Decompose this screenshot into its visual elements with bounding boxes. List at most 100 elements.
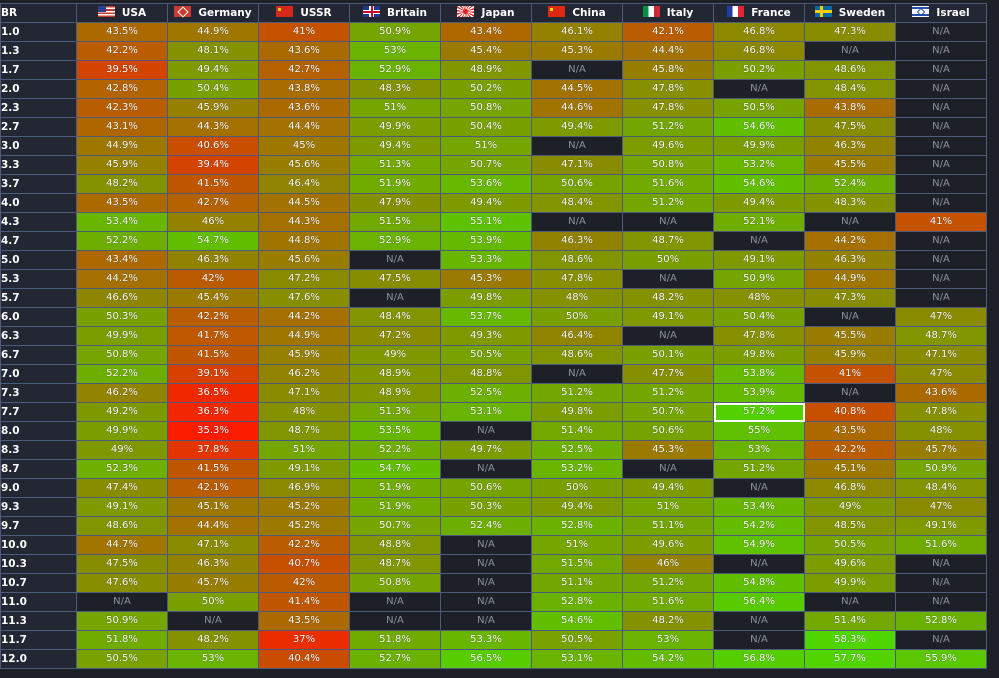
winrate-cell-china[interactable]: 51.1% <box>531 573 623 593</box>
winrate-cell-china[interactable]: N/A <box>531 136 623 156</box>
winrate-cell-britain[interactable]: 52.2% <box>349 440 441 460</box>
winrate-cell-israel[interactable]: N/A <box>895 592 987 612</box>
winrate-cell-germany[interactable]: 35.3% <box>167 421 259 441</box>
winrate-cell-ussr[interactable]: 44.2% <box>258 307 350 327</box>
nation-header-italy[interactable]: Italy <box>622 3 714 23</box>
winrate-cell-france[interactable]: 56.4% <box>713 592 805 612</box>
winrate-cell-italy[interactable]: N/A <box>622 326 714 346</box>
winrate-cell-japan[interactable]: 43.4% <box>440 22 532 42</box>
winrate-cell-sweden[interactable]: N/A <box>804 592 896 612</box>
winrate-cell-china[interactable]: 51.2% <box>531 383 623 403</box>
winrate-cell-france[interactable]: N/A <box>713 478 805 498</box>
winrate-cell-britain[interactable]: 48.8% <box>349 535 441 555</box>
winrate-cell-italy[interactable]: 51.6% <box>622 592 714 612</box>
winrate-cell-britain[interactable]: 47.9% <box>349 193 441 213</box>
winrate-cell-sweden[interactable]: 50.5% <box>804 535 896 555</box>
winrate-cell-israel[interactable]: N/A <box>895 288 987 308</box>
winrate-cell-germany[interactable]: 41.5% <box>167 459 259 479</box>
winrate-cell-britain[interactable]: N/A <box>349 611 441 631</box>
winrate-cell-britain[interactable]: 54.7% <box>349 459 441 479</box>
winrate-cell-italy[interactable]: 50.7% <box>622 402 714 422</box>
winrate-cell-israel[interactable]: 50.9% <box>895 459 987 479</box>
winrate-cell-italy[interactable]: N/A <box>622 212 714 232</box>
winrate-cell-japan[interactable]: N/A <box>440 459 532 479</box>
winrate-cell-britain[interactable]: 51.9% <box>349 497 441 517</box>
winrate-cell-china[interactable]: 46.3% <box>531 231 623 251</box>
winrate-cell-china[interactable]: 47.1% <box>531 155 623 175</box>
winrate-cell-france[interactable]: 53.2% <box>713 155 805 175</box>
winrate-cell-sweden[interactable]: 49.9% <box>804 573 896 593</box>
winrate-cell-japan[interactable]: 49.3% <box>440 326 532 346</box>
winrate-cell-usa[interactable]: 47.4% <box>76 478 168 498</box>
winrate-cell-germany[interactable]: 47.1% <box>167 535 259 555</box>
winrate-cell-japan[interactable]: 51% <box>440 136 532 156</box>
winrate-cell-ussr[interactable]: 44.4% <box>258 117 350 137</box>
winrate-cell-usa[interactable]: 51.8% <box>76 630 168 650</box>
winrate-cell-italy[interactable]: 47.8% <box>622 98 714 118</box>
winrate-cell-britain[interactable]: 51.9% <box>349 174 441 194</box>
winrate-cell-britain[interactable]: 48.4% <box>349 307 441 327</box>
winrate-cell-ussr[interactable]: 51% <box>258 440 350 460</box>
winrate-cell-britain[interactable]: 51.9% <box>349 478 441 498</box>
winrate-cell-britain[interactable]: N/A <box>349 592 441 612</box>
winrate-cell-usa[interactable]: 43.5% <box>76 22 168 42</box>
winrate-cell-japan[interactable]: 45.4% <box>440 41 532 61</box>
winrate-cell-usa[interactable]: 49.9% <box>76 421 168 441</box>
winrate-cell-china[interactable]: 44.5% <box>531 79 623 99</box>
winrate-cell-ussr[interactable]: 45.2% <box>258 497 350 517</box>
winrate-cell-sweden[interactable]: N/A <box>804 212 896 232</box>
winrate-cell-china[interactable]: 44.6% <box>531 98 623 118</box>
winrate-cell-japan[interactable]: 49.4% <box>440 193 532 213</box>
winrate-cell-china[interactable]: 48% <box>531 288 623 308</box>
winrate-cell-italy[interactable]: 46% <box>622 554 714 574</box>
winrate-cell-usa[interactable]: 44.2% <box>76 269 168 289</box>
winrate-cell-china[interactable]: 50.6% <box>531 174 623 194</box>
winrate-cell-germany[interactable]: 46.3% <box>167 554 259 574</box>
winrate-cell-china[interactable]: 52.8% <box>531 592 623 612</box>
winrate-cell-ussr[interactable]: 48% <box>258 402 350 422</box>
winrate-cell-france[interactable]: 55% <box>713 421 805 441</box>
winrate-cell-israel[interactable]: 47.8% <box>895 402 987 422</box>
winrate-cell-israel[interactable]: N/A <box>895 60 987 80</box>
winrate-cell-china[interactable]: 54.6% <box>531 611 623 631</box>
winrate-cell-usa[interactable]: 47.5% <box>76 554 168 574</box>
winrate-cell-usa[interactable]: 46.2% <box>76 383 168 403</box>
winrate-cell-britain[interactable]: 49.9% <box>349 117 441 137</box>
winrate-cell-usa[interactable]: 49% <box>76 440 168 460</box>
winrate-cell-italy[interactable]: 51% <box>622 497 714 517</box>
winrate-cell-britain[interactable]: 52.9% <box>349 231 441 251</box>
winrate-cell-sweden[interactable]: 40.8% <box>804 402 896 422</box>
winrate-cell-usa[interactable]: 50.8% <box>76 345 168 365</box>
winrate-cell-germany[interactable]: 46.3% <box>167 250 259 270</box>
winrate-cell-israel[interactable]: 49.1% <box>895 516 987 536</box>
winrate-cell-germany[interactable]: 40.6% <box>167 136 259 156</box>
winrate-cell-france[interactable]: 49.9% <box>713 136 805 156</box>
winrate-cell-germany[interactable]: 45.4% <box>167 288 259 308</box>
winrate-cell-sweden[interactable]: 45.5% <box>804 326 896 346</box>
winrate-cell-japan[interactable]: 45.3% <box>440 269 532 289</box>
winrate-cell-china[interactable]: 49.8% <box>531 402 623 422</box>
winrate-cell-china[interactable]: 48.6% <box>531 250 623 270</box>
winrate-cell-israel[interactable]: 45.7% <box>895 440 987 460</box>
winrate-cell-france[interactable]: 46.8% <box>713 22 805 42</box>
winrate-cell-italy[interactable]: 51.2% <box>622 117 714 137</box>
winrate-cell-israel[interactable]: 52.8% <box>895 611 987 631</box>
winrate-cell-france[interactable]: N/A <box>713 630 805 650</box>
winrate-cell-france[interactable]: 50.2% <box>713 60 805 80</box>
winrate-cell-sweden[interactable]: 47.5% <box>804 117 896 137</box>
winrate-cell-israel[interactable]: 51.6% <box>895 535 987 555</box>
winrate-cell-italy[interactable]: 51.2% <box>622 573 714 593</box>
nation-header-france[interactable]: France <box>713 3 805 23</box>
winrate-cell-israel[interactable]: 47% <box>895 307 987 327</box>
winrate-cell-china[interactable]: 52.5% <box>531 440 623 460</box>
winrate-cell-japan[interactable]: 49.7% <box>440 440 532 460</box>
winrate-cell-usa[interactable]: 48.6% <box>76 516 168 536</box>
winrate-cell-britain[interactable]: 48.9% <box>349 383 441 403</box>
winrate-cell-japan[interactable]: N/A <box>440 592 532 612</box>
winrate-cell-britain[interactable]: 48.7% <box>349 554 441 574</box>
winrate-cell-britain[interactable]: 48.3% <box>349 79 441 99</box>
winrate-cell-usa[interactable]: 42.3% <box>76 98 168 118</box>
winrate-cell-ussr[interactable]: 49.1% <box>258 459 350 479</box>
winrate-cell-sweden[interactable]: N/A <box>804 383 896 403</box>
winrate-cell-italy[interactable]: 51.6% <box>622 174 714 194</box>
